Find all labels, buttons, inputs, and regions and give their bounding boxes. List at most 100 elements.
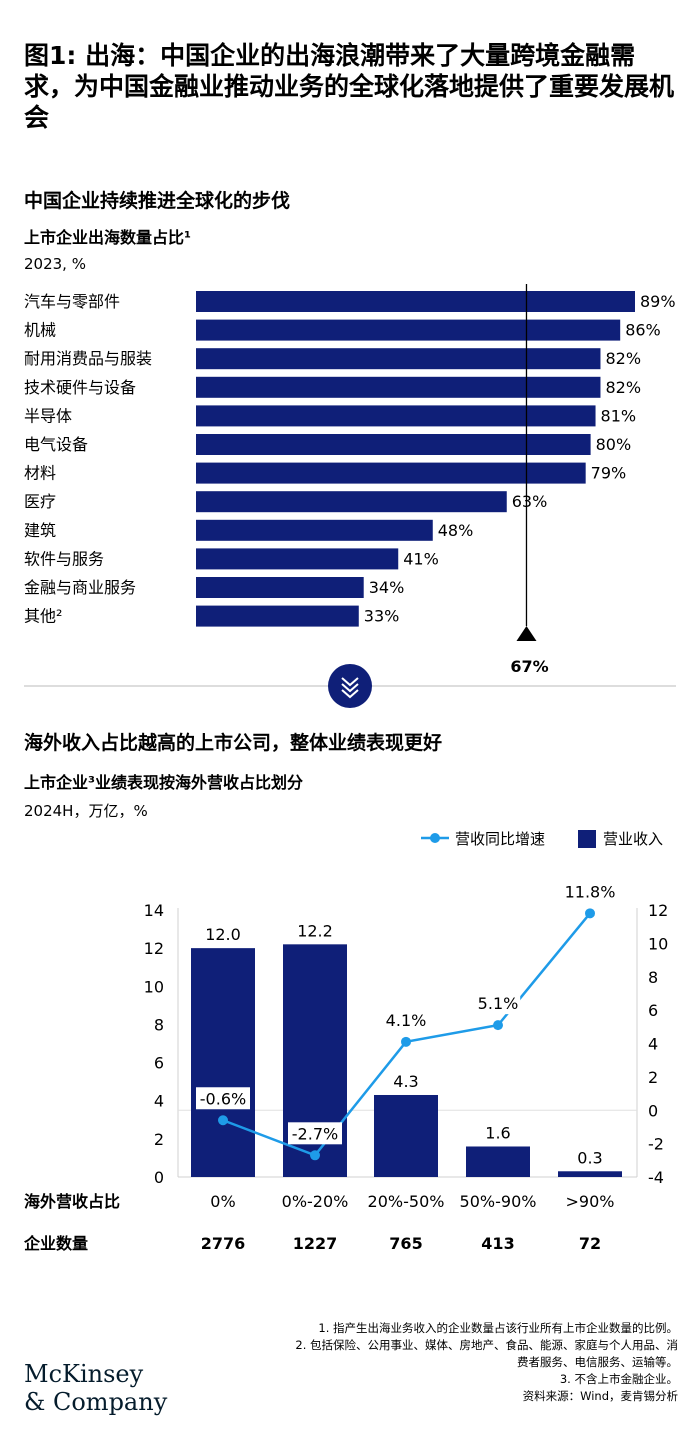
growth-point	[585, 908, 595, 919]
legend-line-marker	[430, 833, 440, 843]
revenue-bar	[558, 1171, 622, 1177]
growth-point	[218, 1115, 228, 1126]
revenue-label: 12.0	[205, 925, 241, 944]
category-label: 机械	[24, 321, 56, 340]
growth-label-bg	[383, 1008, 429, 1031]
bar	[196, 319, 621, 341]
bar	[196, 548, 399, 570]
category-label: 材料	[24, 464, 56, 483]
growth-label-bg	[563, 880, 617, 903]
section1-subtitle: 上市企业出海数量占比¹	[24, 228, 192, 247]
growth-label: 4.1%	[386, 1011, 427, 1030]
company-count: 2776	[201, 1234, 246, 1253]
left-tick-label: 0	[154, 1168, 164, 1187]
value-label: 34%	[369, 578, 405, 597]
left-tick-label: 8	[154, 1015, 164, 1034]
logo-line2: & Company	[24, 1388, 168, 1416]
right-tick-label: 2	[648, 1068, 658, 1087]
bar	[196, 605, 359, 627]
legend-bar-label: 营业收入	[603, 830, 663, 848]
right-tick-label: 4	[648, 1035, 658, 1054]
revenue-by-overseas-share-chart: 营收同比增速 营业收入 0 2 4 6 8 10 12 14 -4 -2 0 2 4 6 8 10 12 12.0 12…	[23, 830, 668, 1253]
left-tick-label: 14	[144, 901, 164, 920]
company-count: 413	[481, 1234, 514, 1253]
category-label: 其他²	[24, 607, 62, 626]
category-label: 软件与服务	[24, 549, 104, 568]
growth-point	[493, 1020, 503, 1031]
growth-label: -2.7%	[292, 1124, 338, 1143]
category-label: 耐用消费品与服装	[24, 349, 152, 368]
left-tick-label: 6	[154, 1054, 164, 1073]
category-label: 金融与商业服务	[24, 578, 136, 597]
category-label: 技术硬件与设备	[24, 378, 136, 397]
section2-subtitle: 上市企业³业绩表现按海外营收占比划分	[24, 773, 304, 792]
right-tick-label: 8	[648, 968, 658, 987]
source-note: 资料来源：Wind，麦肯锡分析	[522, 1389, 678, 1403]
bar	[196, 348, 601, 370]
bar	[196, 405, 596, 427]
right-tick-label: 12	[648, 901, 668, 920]
legend-line-label: 营收同比增速	[455, 830, 545, 848]
category-label: 0%-20%	[282, 1192, 349, 1211]
revenue-label: 4.3	[393, 1072, 418, 1091]
growth-point	[401, 1036, 411, 1047]
left-tick-label: 2	[154, 1130, 164, 1149]
section1-title: 中国企业持续推进全球化的步伐	[24, 190, 291, 212]
value-label: 48%	[438, 521, 474, 540]
revenue-bar	[191, 948, 255, 1177]
value-label: 79%	[591, 464, 627, 483]
category-label: 汽车与零部件	[24, 292, 120, 311]
page-title: 图1: 出海：中国企业的出海浪潮带来了大量跨境金融需求，为中国金融业推动业务的全…	[24, 41, 675, 132]
revenue-label: 1.6	[485, 1123, 510, 1142]
revenue-bar	[374, 1094, 438, 1177]
left-tick-label: 4	[154, 1092, 164, 1111]
value-label: 41%	[403, 549, 439, 568]
legend-bar-swatch	[578, 830, 596, 848]
value-label: 89%	[640, 292, 676, 311]
value-label: 81%	[601, 406, 637, 425]
growth-label-bg	[196, 1087, 250, 1110]
growth-label: -0.6%	[200, 1089, 246, 1108]
revenue-label: 0.3	[577, 1148, 602, 1167]
company-count: 765	[389, 1234, 422, 1253]
bar	[196, 434, 591, 455]
section1-unit: 2023, %	[24, 255, 86, 273]
category-label: 50%-90%	[460, 1192, 537, 1211]
right-tick-label: -2	[648, 1135, 664, 1154]
value-label: 63%	[512, 492, 548, 511]
category-label: 建筑	[24, 521, 56, 540]
overseas-share-bar-chart: 汽车与零部件 89% 机械 86% 耐用消费品与服装 82% 技术硬件与设备 82% 半导体 81…	[24, 284, 676, 676]
revenue-label: 12.2	[297, 921, 333, 940]
growth-label: 11.8%	[565, 882, 616, 901]
footnote-3: 3. 不含上市金融企业。	[559, 1372, 678, 1386]
right-tick-label: 6	[648, 1001, 658, 1020]
bar	[196, 462, 586, 484]
right-tick-label: 0	[648, 1101, 658, 1120]
right-tick-label: 10	[648, 934, 668, 953]
category-label: >90%	[566, 1192, 615, 1211]
reference-marker	[516, 626, 537, 641]
growth-label: 5.1%	[478, 994, 519, 1013]
bar	[196, 577, 364, 598]
value-label: 33%	[364, 607, 400, 626]
revenue-bar	[466, 1146, 530, 1177]
category-label: 半导体	[24, 406, 72, 425]
category-label: 医疗	[24, 492, 56, 511]
value-label: 82%	[605, 349, 641, 368]
company-count-label: 企业数量	[23, 1234, 88, 1253]
footnote-2: 2. 包括保险、公用事业、媒体、房地产、食品、能源、家庭与个人用品、消 费者服务…	[295, 1338, 678, 1369]
left-tick-label: 12	[144, 939, 164, 958]
bar	[196, 376, 601, 398]
category-axis-label: 海外营收占比	[24, 1192, 120, 1211]
bar	[196, 491, 507, 513]
value-label: 86%	[625, 321, 661, 340]
left-tick-label: 10	[144, 977, 164, 996]
growth-label-bg	[288, 1122, 342, 1145]
reference-label: 67%	[510, 657, 548, 676]
section-divider	[24, 664, 676, 708]
value-label: 80%	[596, 435, 632, 454]
section2-title: 海外收入占比越高的上市公司，整体业绩表现更好	[24, 732, 443, 754]
category-label: 20%-50%	[368, 1192, 445, 1211]
bar	[196, 291, 635, 312]
footnote-1: 1. 指产生出海业务收入的企业数量占该行业所有上市企业数量的比例。	[318, 1321, 678, 1335]
